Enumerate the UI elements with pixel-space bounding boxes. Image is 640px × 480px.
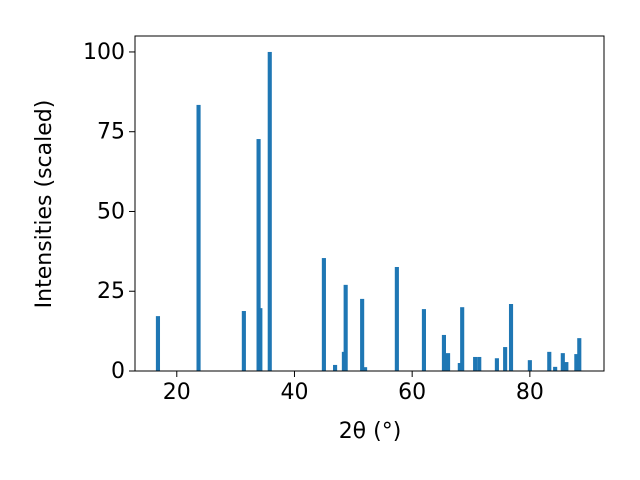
- y-tick-label: 100: [83, 40, 125, 65]
- bar: [553, 366, 558, 371]
- x-axis-label: 2θ (°): [339, 419, 402, 444]
- bar: [333, 364, 338, 371]
- bar: [155, 316, 161, 371]
- bar: [564, 362, 569, 371]
- y-axis-label: Intensities (scaled): [32, 100, 57, 309]
- y-tick-label: 75: [97, 120, 125, 145]
- bar: [527, 360, 532, 371]
- x-tick-label: 40: [280, 380, 308, 405]
- bar: [445, 353, 451, 371]
- bar: [241, 311, 246, 371]
- bar: [547, 351, 552, 371]
- y-tick-label: 25: [97, 279, 125, 304]
- bar: [363, 367, 368, 371]
- bar: [360, 298, 365, 371]
- x-tick-label: 80: [516, 380, 544, 405]
- bar: [574, 354, 579, 371]
- y-tick-label: 50: [97, 199, 125, 224]
- x-tick-label: 60: [398, 380, 426, 405]
- bar: [460, 307, 465, 371]
- bar: [508, 304, 514, 371]
- bar: [441, 334, 446, 371]
- y-tick-label: 0: [111, 359, 125, 384]
- bar: [256, 139, 261, 371]
- bar: [258, 308, 263, 371]
- bar: [473, 356, 478, 371]
- bar: [394, 266, 399, 371]
- plot-frame: [134, 35, 605, 372]
- bar: [477, 356, 482, 371]
- bar: [267, 51, 272, 371]
- bar: [196, 104, 201, 372]
- bar: [560, 353, 565, 371]
- bar: [577, 338, 582, 371]
- bar: [321, 258, 326, 371]
- bar: [421, 309, 426, 371]
- x-tick-label: 20: [163, 380, 191, 405]
- bar: [457, 363, 462, 371]
- bar: [494, 358, 499, 371]
- bar: [503, 347, 508, 371]
- bar: [343, 284, 348, 371]
